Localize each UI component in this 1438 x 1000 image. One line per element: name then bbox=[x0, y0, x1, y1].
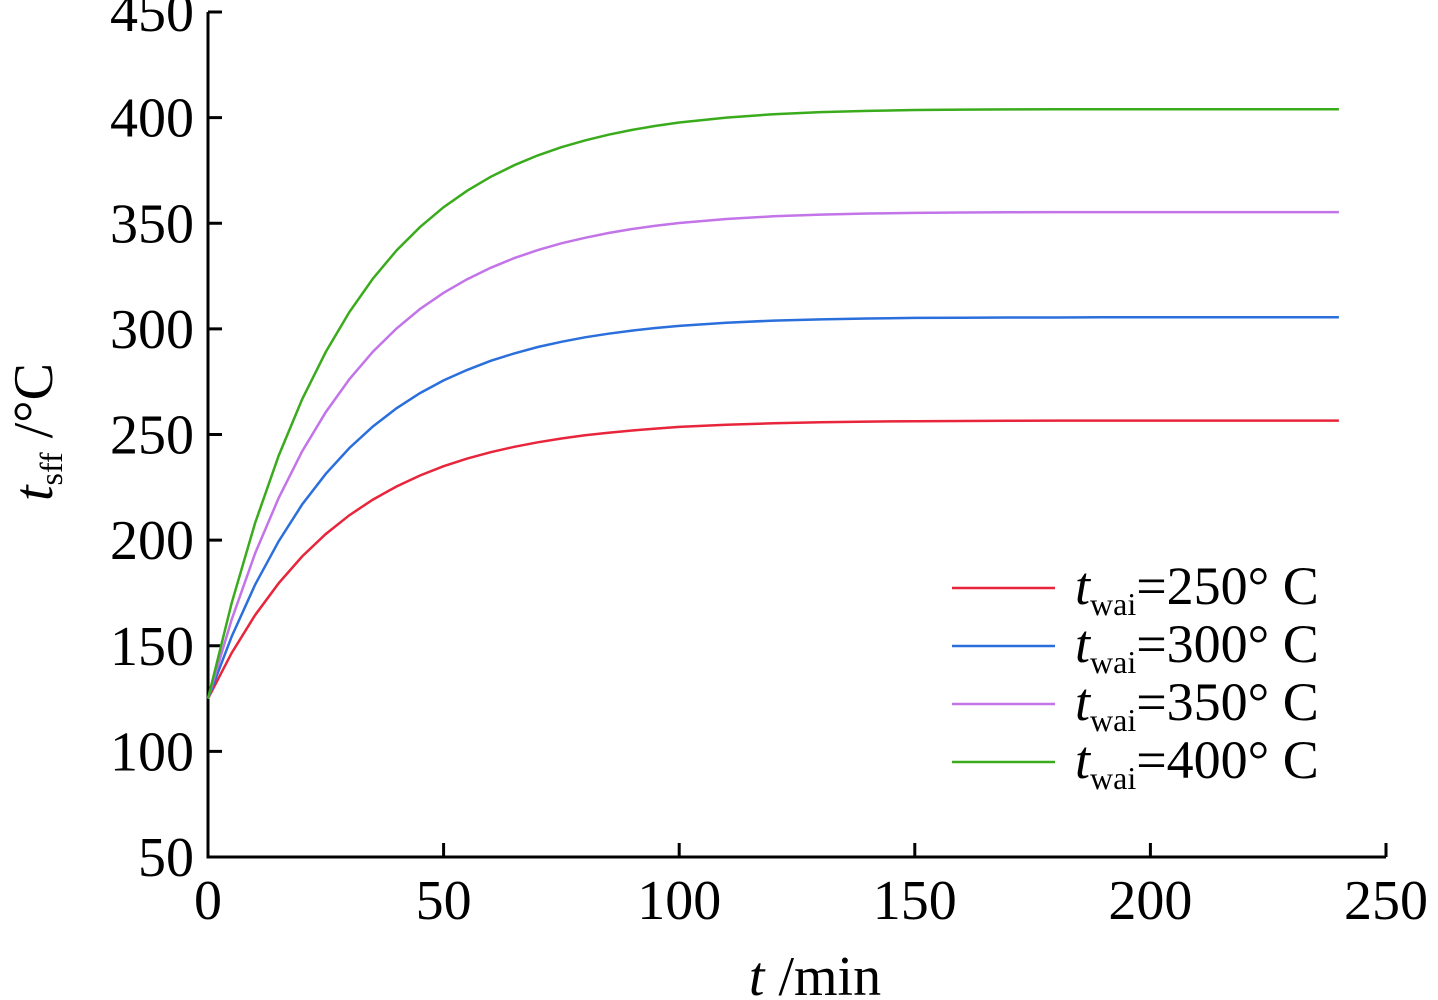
x-tick-label: 100 bbox=[637, 870, 721, 932]
y-tick-label: 350 bbox=[110, 193, 194, 255]
legend-item: twai=400° C bbox=[952, 730, 1319, 796]
y-tick-label: 300 bbox=[110, 299, 194, 361]
legend-label: twai=400° C bbox=[1075, 730, 1319, 796]
y-tick-label: 100 bbox=[110, 721, 194, 783]
y-tick-label: 150 bbox=[110, 616, 194, 678]
legend-item: twai=300° C bbox=[952, 614, 1319, 680]
x-tick-label: 0 bbox=[194, 870, 222, 932]
series-line-1 bbox=[206, 419, 1339, 700]
y-tick-label: 450 bbox=[110, 0, 194, 44]
x-tick-label: 250 bbox=[1344, 870, 1428, 932]
y-tick-label: 200 bbox=[110, 510, 194, 572]
legend-label: twai=350° C bbox=[1075, 672, 1319, 738]
x-axis-label: t /min bbox=[749, 946, 881, 1000]
axis-ticks bbox=[206, 10, 1388, 859]
series-lines bbox=[206, 107, 1339, 700]
legend-item: twai=250° C bbox=[952, 556, 1319, 622]
x-tick-label: 150 bbox=[873, 870, 957, 932]
y-axis-label-unit: /°C bbox=[3, 363, 65, 452]
y-tick-labels: 50 100 150 200 250 300 350 400 450 bbox=[110, 0, 194, 889]
series-line-2 bbox=[206, 316, 1339, 700]
series-line-4 bbox=[206, 107, 1339, 699]
legend-item: twai=350° C bbox=[952, 672, 1319, 738]
x-axis-label-unit: /min bbox=[764, 946, 881, 1000]
y-tick-label: 250 bbox=[110, 405, 194, 467]
y-axis-label-var: t bbox=[3, 484, 65, 501]
y-axis-label-subscript: sff bbox=[33, 452, 69, 486]
legend-label: twai=250° C bbox=[1075, 556, 1319, 622]
x-tick-label: 200 bbox=[1108, 870, 1192, 932]
x-tick-label: 50 bbox=[416, 870, 472, 932]
x-tick-labels: 0 50 100 150 200 250 bbox=[194, 870, 1428, 932]
y-tick-label: 50 bbox=[138, 827, 194, 889]
legend-label: twai=300° C bbox=[1075, 614, 1319, 680]
x-axis-label-var: t bbox=[749, 946, 766, 1000]
y-axis-label: tsff /°C bbox=[3, 363, 69, 501]
series-line-3 bbox=[206, 210, 1339, 699]
y-tick-label: 400 bbox=[110, 88, 194, 150]
